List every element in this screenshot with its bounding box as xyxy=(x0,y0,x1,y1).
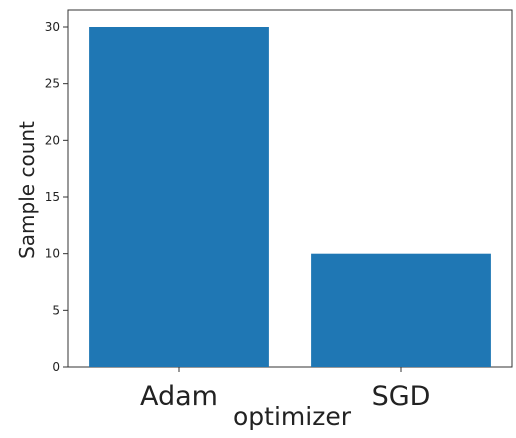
x-tick-label: Adam xyxy=(140,381,218,412)
plot-frame xyxy=(67,9,513,368)
bars-group xyxy=(89,27,491,367)
x-axis-label: optimizer xyxy=(233,402,352,431)
y-tick-label: 30 xyxy=(45,20,60,34)
y-tick-label: 0 xyxy=(52,360,60,374)
x-ticks-group: Adam SGD xyxy=(140,367,430,412)
y-tick-label: 10 xyxy=(45,247,60,261)
y-tick-label: 20 xyxy=(45,133,60,147)
y-ticks-group: 0 5 10 15 20 25 30 xyxy=(45,20,68,374)
y-tick-label: 15 xyxy=(45,190,60,204)
bar-adam xyxy=(89,27,269,367)
y-tick-label: 25 xyxy=(45,77,60,91)
bar-sgd xyxy=(311,253,491,367)
y-tick-label: 5 xyxy=(52,303,60,317)
x-tick-label: SGD xyxy=(372,381,431,412)
y-axis-label: Sample count xyxy=(15,121,39,259)
